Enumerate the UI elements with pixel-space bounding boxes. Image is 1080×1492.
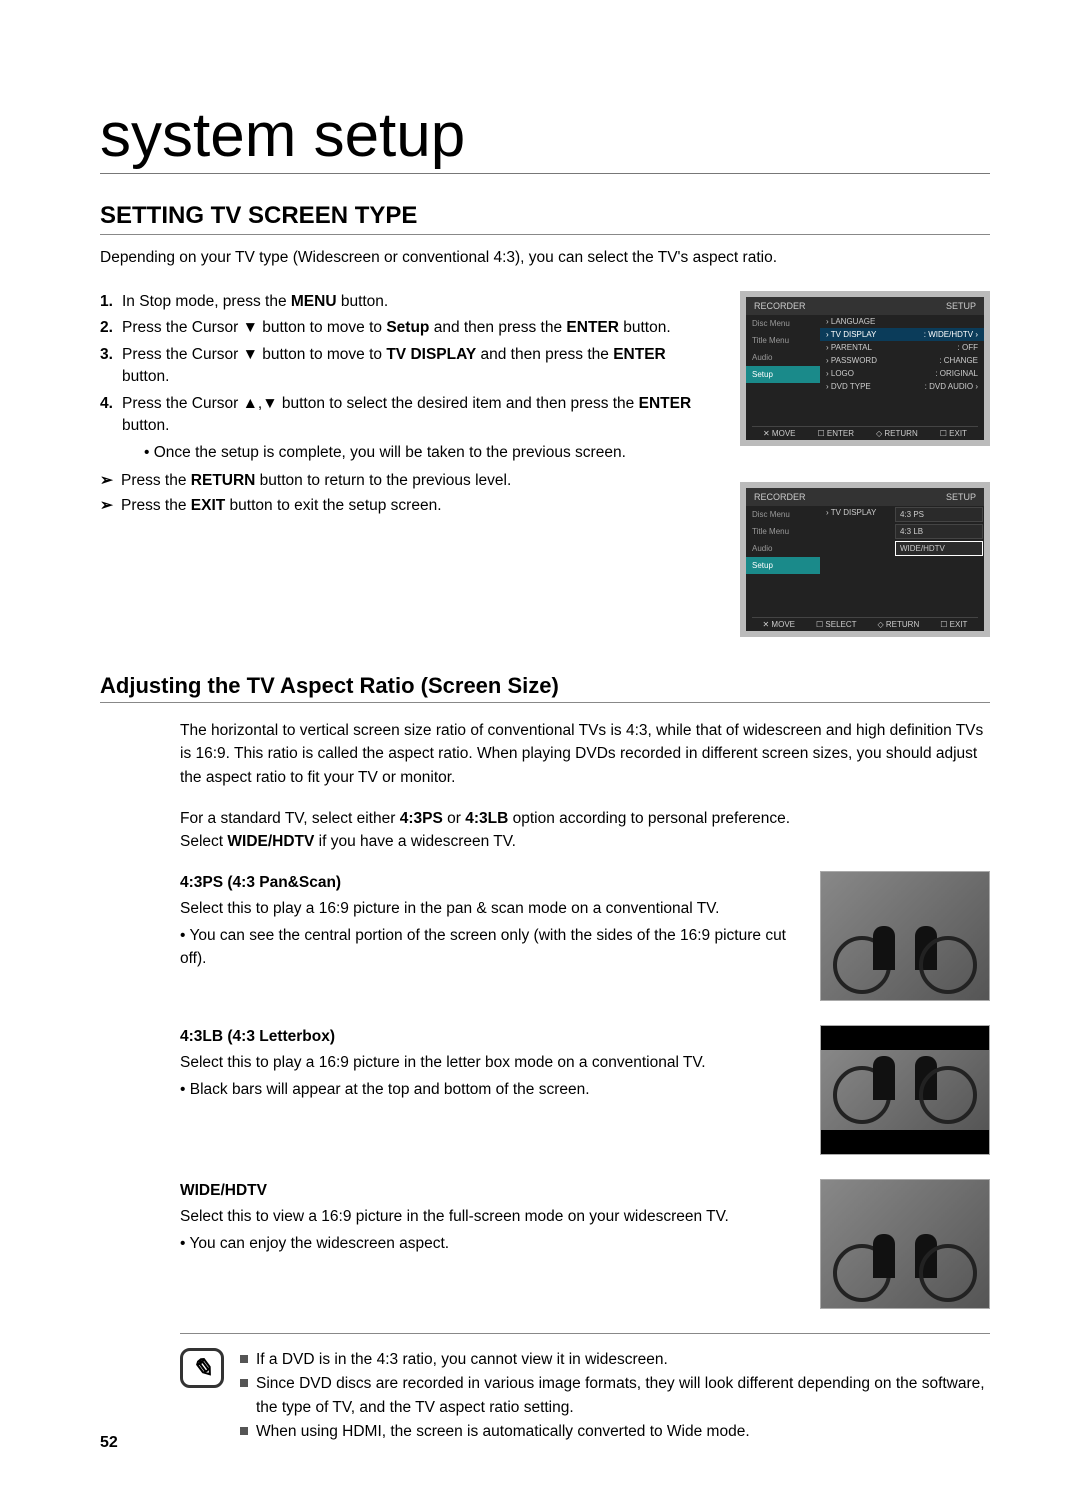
mode-desc: Select this to play a 16:9 picture in th…: [180, 1051, 792, 1074]
step4-sub-text: Once the setup is complete, you will be …: [154, 444, 626, 461]
note-icon: ✎: [180, 1348, 224, 1388]
step-item: 3.Press the Cursor ▼ button to move to T…: [100, 344, 716, 389]
arrow-line: ➢Press the EXIT button to exit the setup…: [100, 495, 716, 517]
p2b-pre: Select: [180, 833, 227, 850]
osd-screenshot-1: RECORDERSETUP Disc MenuTitle MenuAudioSe…: [740, 291, 990, 446]
p2-pre: For a standard TV, select either: [180, 810, 400, 827]
aspect-ratio-para-1: The horizontal to vertical screen size r…: [100, 719, 990, 789]
p2-b1: 4:3PS: [400, 810, 443, 827]
p2-m2: option according to personal preference.: [508, 810, 790, 827]
step-item: 1.In Stop mode, press the MENU button.: [100, 291, 716, 313]
mode-title: 4:3LB (4:3 Letterbox): [180, 1025, 792, 1048]
sub-section-title: Adjusting the TV Aspect Ratio (Screen Si…: [100, 673, 990, 703]
mode-thumbnail: [820, 1025, 990, 1155]
section-title: SETTING TV SCREEN TYPE: [100, 202, 990, 235]
step-item: 2.Press the Cursor ▼ button to move to S…: [100, 317, 716, 339]
mode-thumbnail: [820, 871, 990, 1001]
page-number: 52: [100, 1434, 118, 1452]
intro-text: Depending on your TV type (Widescreen or…: [100, 249, 990, 267]
aspect-ratio-para-2: For a standard TV, select either 4:3PS o…: [100, 807, 990, 854]
step4-sub-bullet: • Once the setup is complete, you will b…: [100, 442, 716, 464]
note-item: Since DVD discs are recorded in various …: [240, 1372, 990, 1420]
steps-list: 1.In Stop mode, press the MENU button. 2.…: [100, 291, 716, 438]
osd-screenshot-2: RECORDERSETUP Disc MenuTitle MenuAudioSe…: [740, 482, 990, 637]
mode-bullet: You can see the central portion of the s…: [180, 924, 792, 971]
mode-desc: Select this to view a 16:9 picture in th…: [180, 1205, 792, 1228]
mode-bullet: Black bars will appear at the top and bo…: [180, 1078, 792, 1101]
mode-desc: Select this to play a 16:9 picture in th…: [180, 897, 792, 920]
mode-thumbnail: [820, 1179, 990, 1309]
arrow-line: ➢Press the RETURN button to return to th…: [100, 470, 716, 492]
mode-text: 4:3PS (4:3 Pan&Scan) Select this to play…: [180, 871, 792, 1001]
note-item: When using HDMI, the screen is automatic…: [240, 1420, 990, 1444]
mode-block: WIDE/HDTV Select this to view a 16:9 pic…: [180, 1179, 990, 1309]
mode-text: 4:3LB (4:3 Letterbox) Select this to pla…: [180, 1025, 792, 1155]
p2b-b: WIDE/HDTV: [227, 833, 314, 850]
mode-block: 4:3PS (4:3 Pan&Scan) Select this to play…: [180, 871, 990, 1001]
note-item: If a DVD is in the 4:3 ratio, you cannot…: [240, 1348, 990, 1372]
mode-text: WIDE/HDTV Select this to view a 16:9 pic…: [180, 1179, 792, 1309]
mode-title: 4:3PS (4:3 Pan&Scan): [180, 871, 792, 894]
p2-b2: 4:3LB: [465, 810, 508, 827]
notes-list: If a DVD is in the 4:3 ratio, you cannot…: [240, 1348, 990, 1444]
mode-title: WIDE/HDTV: [180, 1179, 792, 1202]
mode-bullet: You can enjoy the widescreen aspect.: [180, 1232, 792, 1255]
step-item: 4.Press the Cursor ▲,▼ button to select …: [100, 393, 716, 438]
p2b-post: if you have a widescreen TV.: [314, 833, 516, 850]
mode-block: 4:3LB (4:3 Letterbox) Select this to pla…: [180, 1025, 990, 1155]
page-title: system setup: [100, 100, 990, 174]
p2-m1: or: [443, 810, 465, 827]
